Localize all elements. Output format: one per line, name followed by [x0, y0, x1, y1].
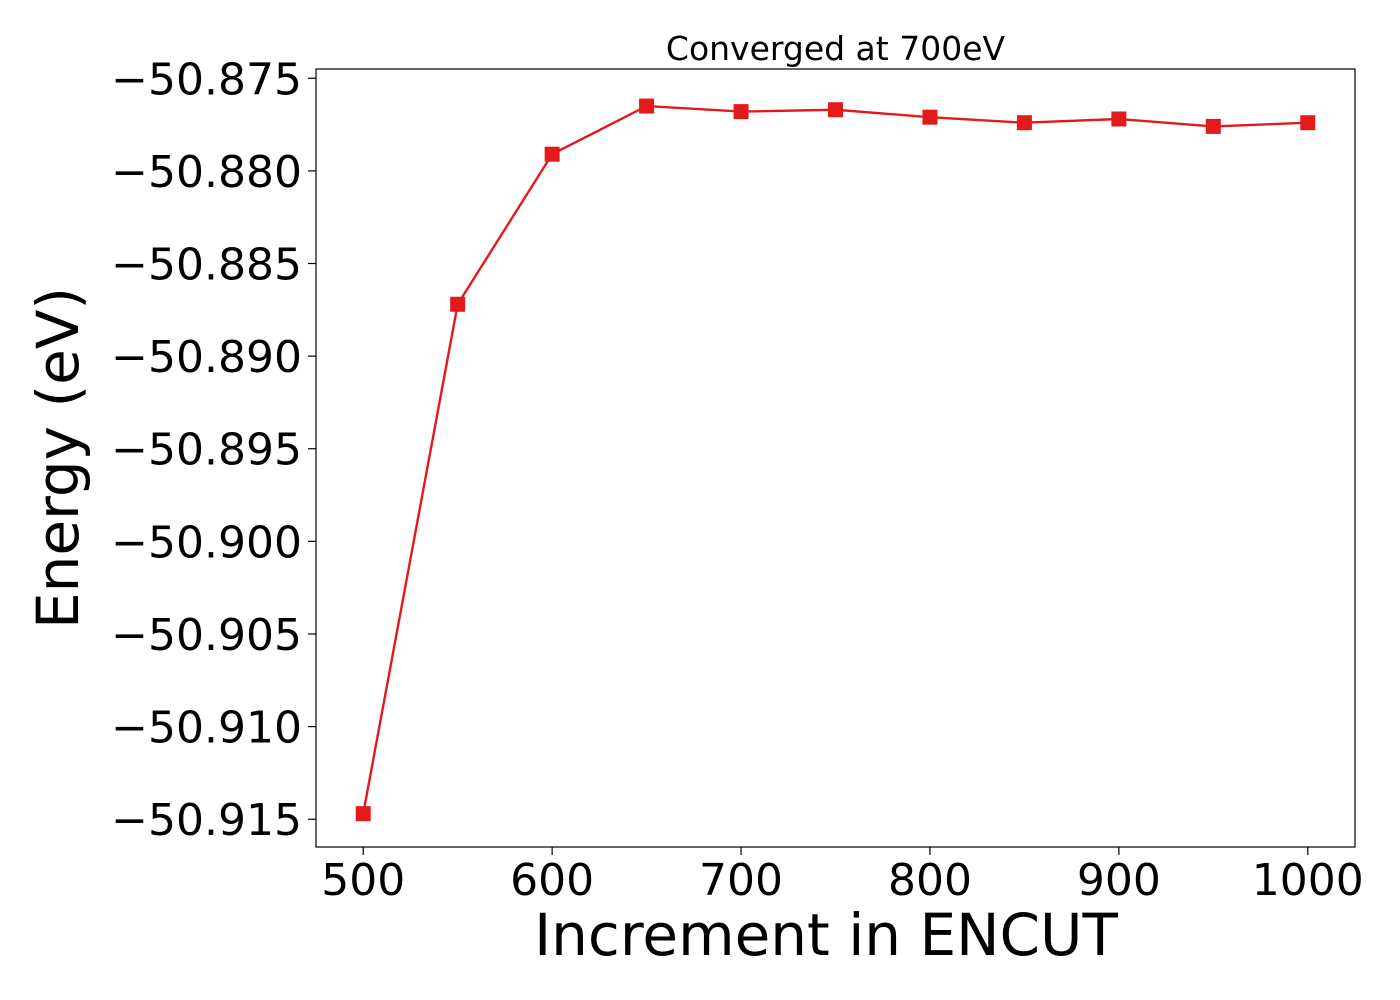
data-point-marker	[1016, 115, 1032, 131]
x-tick-label: 700	[699, 855, 783, 906]
y-tick-label: −50.875	[111, 54, 302, 105]
y-tick-label: −50.915	[111, 795, 302, 846]
y-tick-label: −50.880	[111, 147, 302, 198]
x-axis-ticks: 500 600 700 800 900 1000	[321, 847, 1364, 906]
y-tick-label: −50.885	[111, 240, 302, 291]
chart-title: Converged at 700eV	[666, 29, 1006, 68]
y-tick-label: −50.910	[111, 703, 302, 754]
y-axis-label: Energy (eV)	[24, 287, 92, 629]
plot-area	[316, 69, 1355, 847]
data-point-marker	[922, 109, 938, 125]
data-point-marker	[1205, 118, 1221, 134]
x-tick-label: 1000	[1252, 855, 1364, 906]
y-tick-label: −50.890	[111, 332, 302, 383]
data-point-marker	[733, 104, 749, 120]
y-axis-ticks: −50.915 −50.910 −50.905 −50.900 −50.895 −50.8…	[111, 54, 316, 846]
x-tick-label: 500	[321, 855, 405, 906]
x-tick-label: 900	[1077, 855, 1161, 906]
y-tick-label: −50.895	[111, 425, 302, 476]
data-point-marker	[355, 806, 371, 822]
data-point-marker	[639, 98, 655, 114]
data-point-marker	[1111, 111, 1127, 127]
x-axis-label: Increment in ENCUT	[534, 901, 1118, 969]
data-point-marker	[1300, 115, 1316, 131]
x-tick-label: 800	[888, 855, 972, 906]
series-layer	[355, 98, 1316, 822]
plot-frame	[315, 68, 1356, 848]
data-point-marker	[450, 296, 466, 312]
data-point-marker	[544, 146, 560, 162]
data-point-marker	[828, 102, 843, 118]
y-tick-label: −50.905	[111, 610, 302, 661]
x-tick-label: 600	[510, 855, 594, 906]
y-tick-label: −50.900	[111, 517, 302, 568]
